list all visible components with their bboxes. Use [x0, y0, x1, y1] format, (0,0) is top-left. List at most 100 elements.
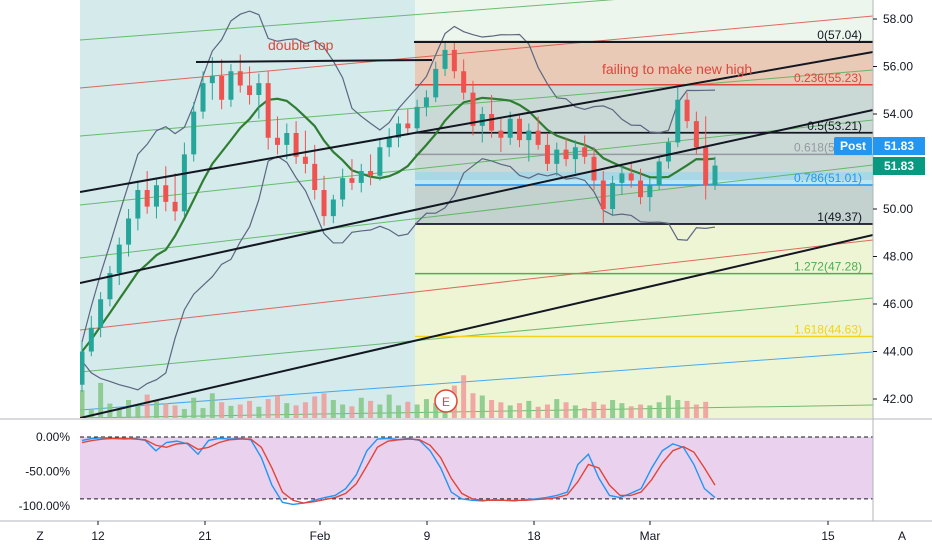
volume-bar: [209, 393, 215, 418]
volume-bar: [312, 396, 318, 418]
volume-bar: [535, 406, 541, 418]
candle-body: [340, 178, 346, 200]
fib-label: 0(57.04): [817, 28, 862, 42]
post-label-tag: [834, 137, 872, 155]
candle-body: [582, 147, 588, 157]
candle-body: [675, 99, 681, 143]
candle-body: [349, 178, 355, 183]
post-label-text: Post: [840, 139, 866, 153]
volume-bar: [414, 404, 420, 418]
moving-average-line: [81, 96, 716, 353]
candle-body: [88, 327, 94, 352]
volume-bar: [172, 405, 178, 418]
price-tick-label: 50.00: [883, 202, 913, 216]
time-axis[interactable]: 12 21 Feb 9 18 Mar 15: [91, 521, 835, 543]
candle-body: [247, 85, 253, 95]
volume-bar: [610, 400, 616, 418]
price-tick-label: 58.00: [883, 12, 913, 26]
candle-body: [461, 71, 467, 93]
candle-body: [591, 156, 597, 181]
candle-body: [256, 83, 262, 95]
volume-bar: [470, 393, 476, 418]
candle-body: [386, 137, 392, 148]
volume-bar: [349, 406, 355, 418]
candle-body: [712, 165, 718, 186]
time-tick-label: 9: [424, 529, 431, 543]
fib-label: 1.618(44.63): [794, 323, 862, 337]
svg-text:E: E: [442, 395, 450, 409]
candle-body: [107, 273, 113, 300]
price-axis[interactable]: 58.0056.0054.0052.0050.0048.0046.0044.00…: [873, 12, 913, 406]
fib-zone-blue: [415, 172, 873, 185]
volume-bar: [684, 400, 690, 418]
candle-body: [638, 180, 644, 198]
volume-bar: [526, 400, 532, 418]
oscillator-axis[interactable]: 0.00% -50.00% -100.00%: [19, 430, 71, 513]
volume-bar: [656, 402, 662, 418]
volume-bar: [591, 401, 597, 418]
time-tick-label: 15: [821, 529, 835, 543]
volume-bar: [135, 404, 141, 418]
candle-body: [535, 130, 541, 145]
time-tick-label: 18: [527, 529, 541, 543]
candle-body: [237, 71, 243, 86]
fib-label: 0.5(53.21): [807, 119, 862, 133]
volume-bar: [153, 400, 159, 418]
zoom-button[interactable]: Z: [36, 529, 43, 543]
pitchfork-line-6: [80, 297, 873, 373]
volume-bar: [517, 403, 523, 418]
candle-body: [228, 71, 234, 100]
candlesticks: [80, 41, 718, 392]
candle-body: [442, 49, 448, 69]
svg-text:A: A: [898, 529, 906, 543]
price-tick-label: 42.00: [883, 392, 913, 406]
candle-body: [451, 49, 457, 72]
candle-body: [489, 114, 495, 131]
pitchfork-zone-blue: [80, 0, 415, 418]
svg-text:Z: Z: [36, 529, 43, 543]
volume-bar: [619, 403, 625, 418]
auto-scale-button[interactable]: A: [898, 529, 906, 543]
candle-body: [144, 190, 150, 207]
candle-body: [330, 199, 336, 217]
price-tags: Post 51.83 51.83: [834, 137, 925, 175]
candle-body: [219, 76, 225, 100]
candle-body: [610, 182, 616, 209]
volume-bar: [80, 390, 85, 418]
volume-bar: [675, 400, 681, 418]
volume-bar: [368, 400, 374, 418]
candle-body: [517, 118, 523, 141]
candle-body: [405, 123, 411, 129]
oscillator-tick-label: -50.00%: [25, 464, 70, 478]
volume-bar: [116, 408, 122, 418]
fib-label: 1.272(47.28): [794, 260, 862, 274]
volume-bar: [638, 404, 644, 418]
volume-bar: [386, 394, 392, 418]
volume-bar: [703, 401, 709, 418]
oscillator-line-1: [81, 437, 716, 504]
fib-label: 0.236(55.23): [794, 71, 862, 85]
double-top-annotation: double top: [268, 37, 334, 53]
volume-bar: [237, 404, 243, 418]
candle-body: [172, 201, 178, 212]
volume-bar: [507, 405, 513, 418]
candle-body: [554, 149, 560, 164]
candle-body: [563, 149, 569, 160]
volume-bar: [433, 403, 439, 418]
volume-bar: [265, 399, 271, 418]
candle-body: [368, 171, 374, 176]
volume-bar: [321, 393, 327, 418]
pitchfork-line-2: [80, 69, 873, 137]
candle-body: [302, 156, 308, 164]
volume-bar: [163, 403, 169, 418]
oscillator-tick-label: 0.00%: [36, 430, 70, 444]
candle-body: [619, 173, 625, 183]
pitchfork-line-5: [80, 239, 873, 331]
price-tick-label: 56.00: [883, 60, 913, 74]
volume-bar: [479, 395, 485, 418]
candle-body: [293, 133, 299, 157]
earnings-event-marker[interactable]: E: [434, 389, 458, 413]
volume-bar: [628, 406, 634, 418]
volume-bar: [358, 397, 364, 418]
volume-bar: [405, 401, 411, 418]
